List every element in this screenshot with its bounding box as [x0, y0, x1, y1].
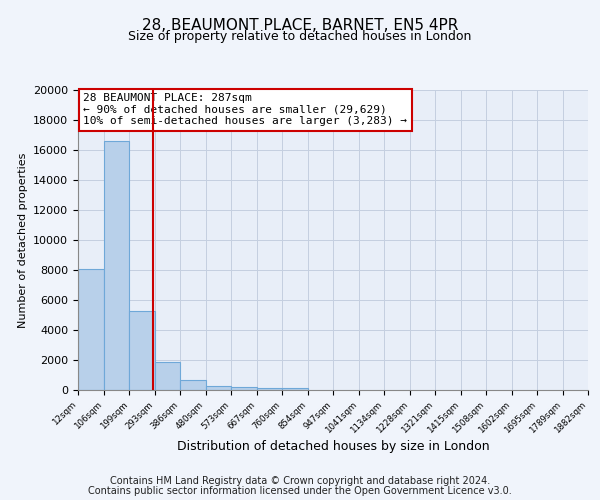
Text: 28 BEAUMONT PLACE: 287sqm
← 90% of detached houses are smaller (29,629)
10% of s: 28 BEAUMONT PLACE: 287sqm ← 90% of detac… — [83, 93, 407, 126]
Bar — [257, 388, 282, 390]
Text: 28, BEAUMONT PLACE, BARNET, EN5 4PR: 28, BEAUMONT PLACE, BARNET, EN5 4PR — [142, 18, 458, 32]
Bar — [206, 386, 231, 390]
Y-axis label: Number of detached properties: Number of detached properties — [17, 152, 28, 328]
Bar — [155, 362, 180, 390]
Bar — [180, 380, 206, 390]
Text: Contains public sector information licensed under the Open Government Licence v3: Contains public sector information licen… — [88, 486, 512, 496]
Text: Contains HM Land Registry data © Crown copyright and database right 2024.: Contains HM Land Registry data © Crown c… — [110, 476, 490, 486]
Bar — [282, 388, 308, 390]
Bar — [78, 268, 104, 390]
Text: Size of property relative to detached houses in London: Size of property relative to detached ho… — [128, 30, 472, 43]
Bar — [104, 141, 129, 390]
Bar — [129, 310, 155, 390]
X-axis label: Distribution of detached houses by size in London: Distribution of detached houses by size … — [176, 440, 490, 453]
Bar — [231, 386, 257, 390]
